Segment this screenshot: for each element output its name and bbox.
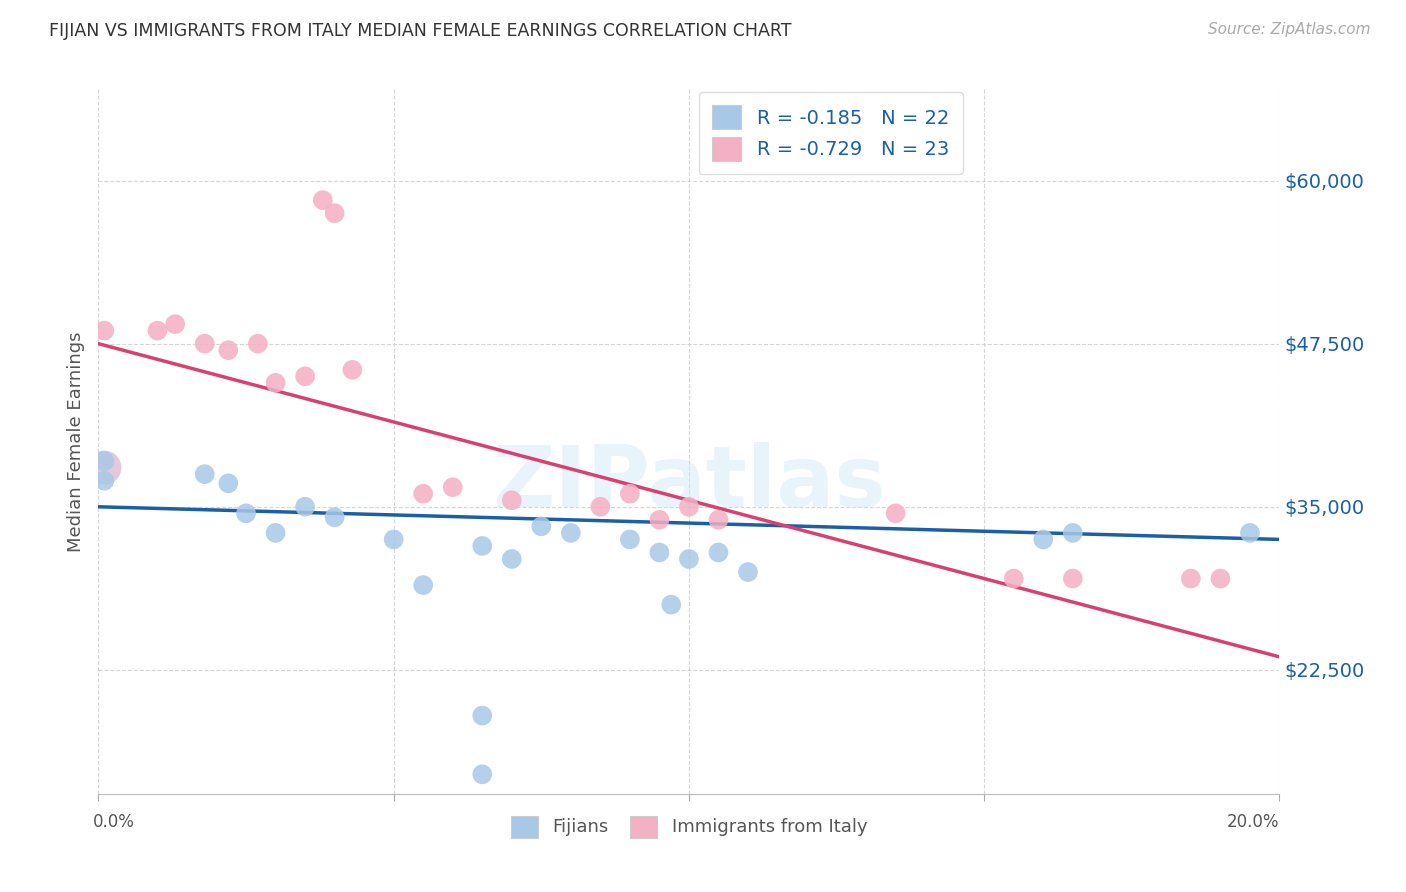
Point: [737, 565, 759, 579]
Point: [648, 513, 671, 527]
Point: [93, 460, 115, 475]
Point: [619, 487, 641, 501]
Text: Source: ZipAtlas.com: Source: ZipAtlas.com: [1208, 22, 1371, 37]
Point: [1032, 533, 1054, 547]
Point: [412, 487, 434, 501]
Point: [1180, 572, 1202, 586]
Point: [619, 533, 641, 547]
Point: [1209, 572, 1232, 586]
Point: [294, 369, 316, 384]
Point: [1062, 525, 1084, 540]
Text: ZIPatlas: ZIPatlas: [492, 442, 886, 525]
Point: [323, 510, 346, 524]
Point: [530, 519, 553, 533]
Text: 20.0%: 20.0%: [1227, 814, 1279, 831]
Point: [678, 552, 700, 566]
Point: [264, 525, 287, 540]
Point: [1062, 572, 1084, 586]
Legend: Fijians, Immigrants from Italy: Fijians, Immigrants from Italy: [503, 808, 875, 845]
Point: [471, 708, 494, 723]
Point: [589, 500, 612, 514]
Point: [93, 460, 115, 475]
Point: [441, 480, 464, 494]
Point: [342, 363, 364, 377]
Point: [194, 336, 217, 351]
Text: FIJIAN VS IMMIGRANTS FROM ITALY MEDIAN FEMALE EARNINGS CORRELATION CHART: FIJIAN VS IMMIGRANTS FROM ITALY MEDIAN F…: [49, 22, 792, 40]
Point: [648, 545, 671, 559]
Point: [246, 336, 269, 351]
Point: [471, 539, 494, 553]
Point: [1239, 525, 1261, 540]
Y-axis label: Median Female Earnings: Median Female Earnings: [66, 331, 84, 552]
Point: [707, 545, 730, 559]
Point: [501, 552, 523, 566]
Point: [382, 533, 405, 547]
Point: [194, 467, 217, 482]
Text: 0.0%: 0.0%: [93, 814, 135, 831]
Point: [560, 525, 582, 540]
Point: [165, 317, 187, 331]
Point: [146, 324, 169, 338]
Point: [501, 493, 523, 508]
Point: [884, 506, 907, 520]
Point: [1002, 572, 1025, 586]
Point: [323, 206, 346, 220]
Point: [678, 500, 700, 514]
Point: [659, 598, 682, 612]
Point: [412, 578, 434, 592]
Point: [93, 324, 115, 338]
Point: [217, 476, 239, 491]
Point: [264, 376, 287, 390]
Point: [707, 513, 730, 527]
Point: [217, 343, 239, 358]
Point: [294, 500, 316, 514]
Point: [235, 506, 257, 520]
Point: [93, 454, 115, 468]
Point: [312, 193, 335, 207]
Point: [93, 474, 115, 488]
Point: [471, 767, 494, 781]
